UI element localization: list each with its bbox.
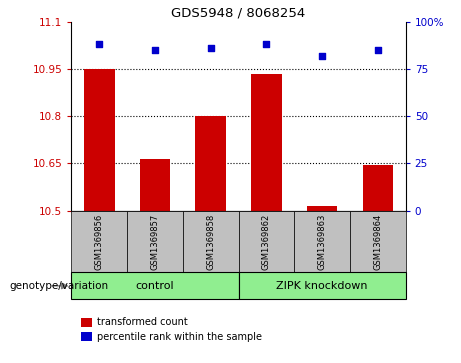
Text: ZIPK knockdown: ZIPK knockdown [277,281,368,291]
Point [207,45,214,51]
Bar [71,272,239,299]
Text: genotype/variation: genotype/variation [9,281,108,291]
Text: percentile rank within the sample: percentile rank within the sample [97,332,262,342]
Bar [294,211,350,272]
Point [151,47,159,53]
Bar [127,211,183,272]
Point [95,41,103,47]
Bar [238,272,406,299]
Text: transformed count: transformed count [97,317,188,327]
Bar [195,116,226,211]
Text: GSM1369856: GSM1369856 [95,213,104,269]
Text: GSM1369858: GSM1369858 [206,213,215,269]
Title: GDS5948 / 8068254: GDS5948 / 8068254 [171,6,306,19]
Point [374,47,382,53]
Bar [183,211,238,272]
Bar [307,206,337,211]
Text: GSM1369863: GSM1369863 [318,213,327,270]
Bar [140,159,170,211]
Bar [350,211,406,272]
Text: GSM1369864: GSM1369864 [373,213,382,269]
Text: GSM1369862: GSM1369862 [262,213,271,269]
Bar [362,165,393,211]
Bar [71,211,127,272]
Text: GSM1369857: GSM1369857 [150,213,160,269]
Bar [238,211,294,272]
Point [263,41,270,47]
Point [319,53,326,59]
Text: control: control [136,281,174,291]
Bar [84,69,115,211]
Bar [251,74,282,211]
